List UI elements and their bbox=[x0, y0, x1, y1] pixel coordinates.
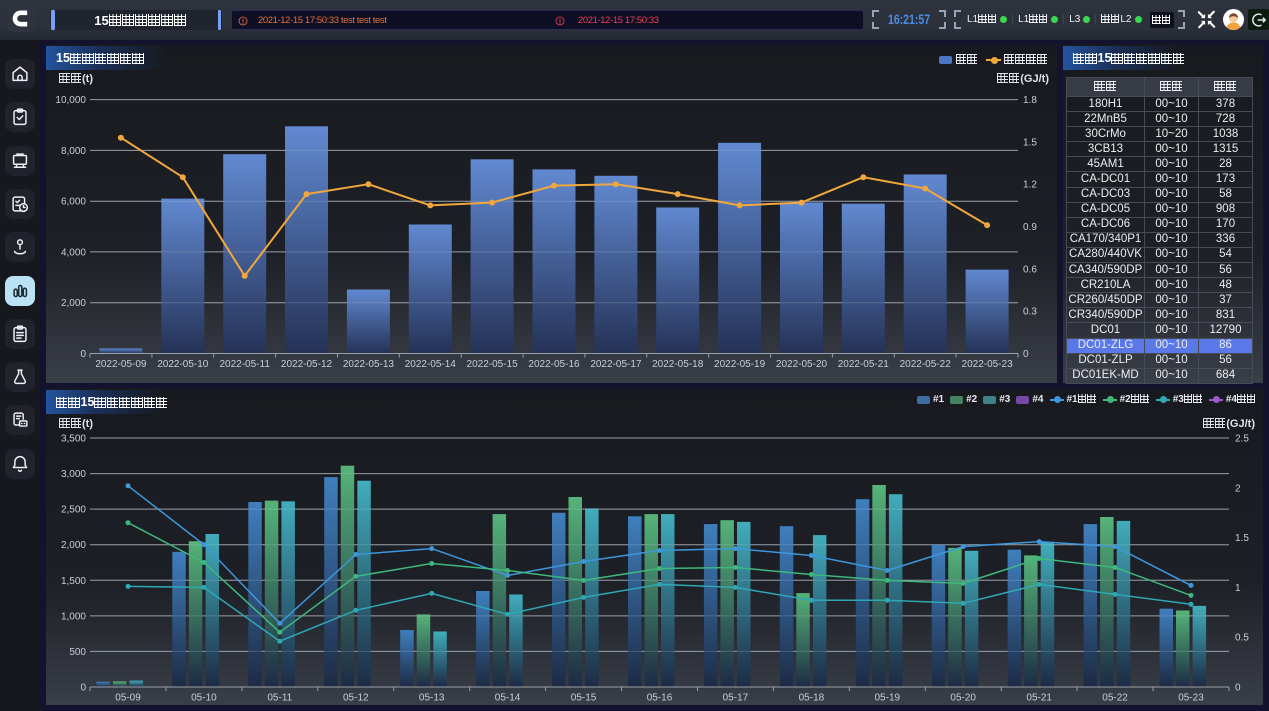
svg-text:05-14: 05-14 bbox=[495, 693, 521, 704]
svg-text:0: 0 bbox=[80, 349, 86, 360]
svg-text:05-22: 05-22 bbox=[1102, 693, 1128, 704]
svg-text:2022-05-12: 2022-05-12 bbox=[281, 359, 333, 370]
svg-text:1.5: 1.5 bbox=[1235, 533, 1249, 544]
svg-text:0: 0 bbox=[80, 683, 86, 694]
svg-text:2,000: 2,000 bbox=[61, 298, 86, 309]
svg-text:1.5: 1.5 bbox=[1023, 137, 1037, 148]
svg-text:05-16: 05-16 bbox=[647, 693, 673, 704]
svg-text:500: 500 bbox=[69, 647, 86, 658]
svg-text:2: 2 bbox=[1235, 483, 1241, 494]
svg-text:4,000: 4,000 bbox=[61, 247, 86, 258]
svg-text:05-11: 05-11 bbox=[267, 693, 292, 704]
svg-text:05-12: 05-12 bbox=[343, 693, 369, 704]
svg-text:3,500: 3,500 bbox=[61, 434, 86, 445]
svg-text:2,000: 2,000 bbox=[61, 540, 86, 551]
svg-text:2022-05-09: 2022-05-09 bbox=[95, 359, 147, 370]
svg-text:05-23: 05-23 bbox=[1178, 693, 1204, 704]
svg-text:0: 0 bbox=[1235, 683, 1241, 694]
svg-text:05-19: 05-19 bbox=[875, 693, 901, 704]
svg-text:05-17: 05-17 bbox=[723, 693, 749, 704]
svg-text:2022-05-19: 2022-05-19 bbox=[714, 359, 766, 370]
svg-text:1,500: 1,500 bbox=[61, 576, 86, 587]
svg-text:2022-05-14: 2022-05-14 bbox=[405, 359, 457, 370]
svg-text:2022-05-18: 2022-05-18 bbox=[652, 359, 704, 370]
svg-text:0.9: 0.9 bbox=[1023, 222, 1037, 233]
svg-text:0.5: 0.5 bbox=[1235, 633, 1249, 644]
svg-text:1.2: 1.2 bbox=[1023, 180, 1037, 191]
svg-text:0.3: 0.3 bbox=[1023, 307, 1037, 318]
svg-text:2022-05-10: 2022-05-10 bbox=[157, 359, 209, 370]
svg-text:05-20: 05-20 bbox=[950, 693, 976, 704]
svg-text:05-10: 05-10 bbox=[191, 693, 217, 704]
svg-text:3,000: 3,000 bbox=[61, 469, 86, 480]
svg-text:1,000: 1,000 bbox=[61, 611, 86, 622]
svg-text:10,000: 10,000 bbox=[55, 95, 86, 106]
svg-text:1.8: 1.8 bbox=[1023, 95, 1037, 106]
svg-text:2022-05-23: 2022-05-23 bbox=[962, 359, 1014, 370]
svg-text:2022-05-20: 2022-05-20 bbox=[776, 359, 828, 370]
svg-text:05-15: 05-15 bbox=[571, 693, 597, 704]
svg-text:0: 0 bbox=[1023, 349, 1029, 360]
svg-text:05-18: 05-18 bbox=[799, 693, 825, 704]
svg-text:2022-05-11: 2022-05-11 bbox=[219, 359, 270, 370]
svg-text:05-21: 05-21 bbox=[1026, 693, 1052, 704]
svg-text:05-09: 05-09 bbox=[115, 693, 141, 704]
svg-text:2022-05-22: 2022-05-22 bbox=[900, 359, 952, 370]
svg-text:2022-05-21: 2022-05-21 bbox=[838, 359, 890, 370]
svg-text:0.6: 0.6 bbox=[1023, 264, 1037, 275]
svg-text:05-13: 05-13 bbox=[419, 693, 445, 704]
svg-text:2022-05-15: 2022-05-15 bbox=[467, 359, 519, 370]
svg-text:2022-05-17: 2022-05-17 bbox=[590, 359, 642, 370]
svg-text:2022-05-13: 2022-05-13 bbox=[343, 359, 395, 370]
svg-text:2.5: 2.5 bbox=[1235, 434, 1249, 445]
svg-text:8,000: 8,000 bbox=[61, 146, 86, 157]
svg-text:1: 1 bbox=[1235, 583, 1241, 594]
svg-text:2,500: 2,500 bbox=[61, 505, 86, 516]
svg-text:6,000: 6,000 bbox=[61, 197, 86, 208]
svg-text:2022-05-16: 2022-05-16 bbox=[528, 359, 580, 370]
